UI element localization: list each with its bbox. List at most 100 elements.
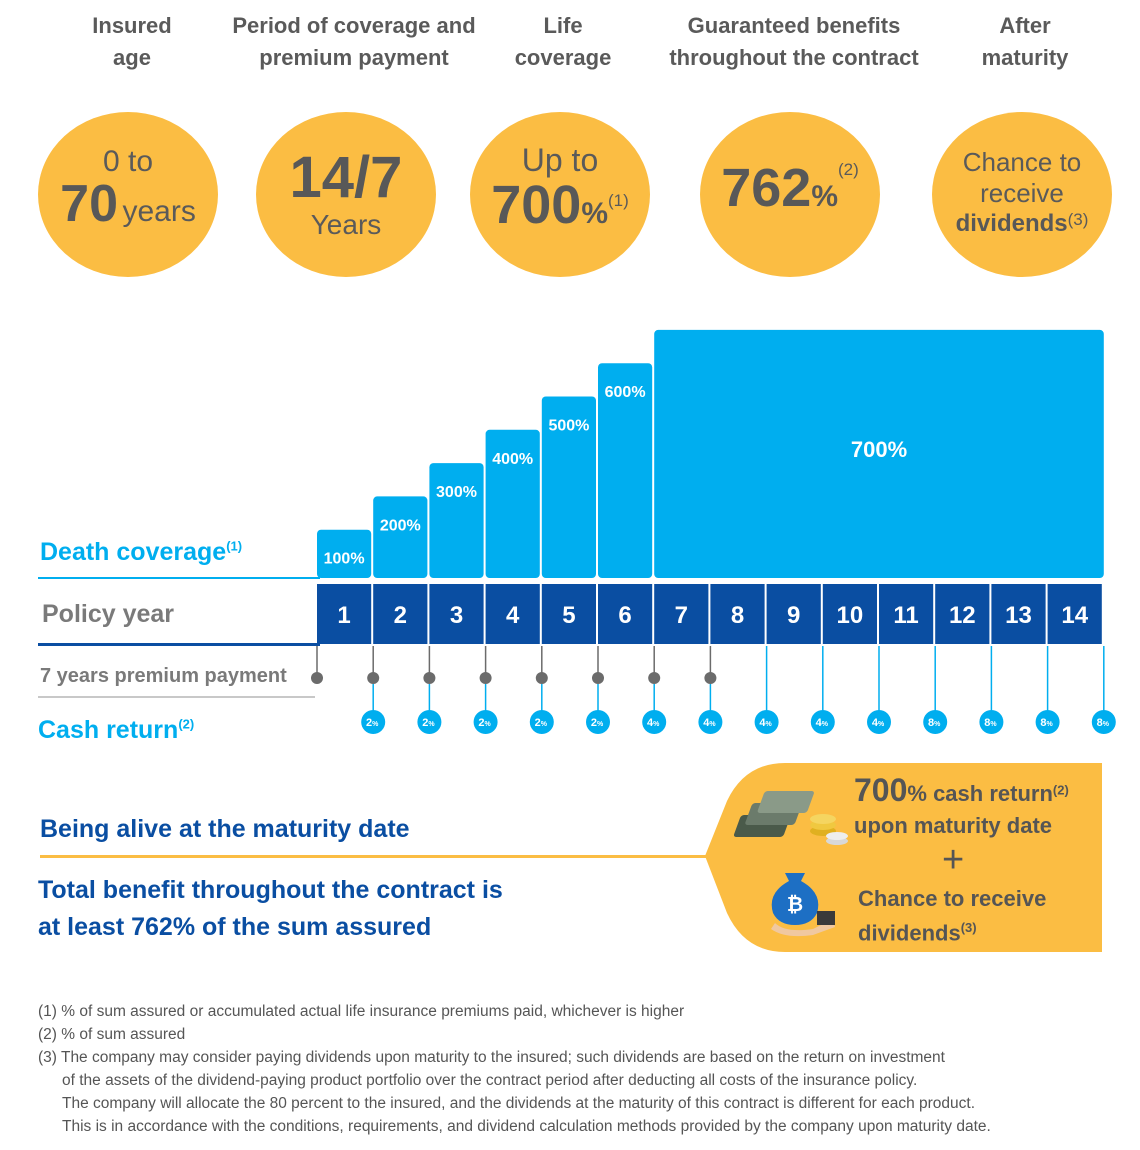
cash-return-dot <box>1091 710 1116 734</box>
circle-insured-age: 0 to 70 years <box>38 112 218 277</box>
policy-year-number: 6 <box>618 602 631 629</box>
header-guaranteed: Guaranteed benefits throughout the contra… <box>669 13 919 70</box>
death-coverage-bar <box>541 396 596 578</box>
footnotes: (1) % of sum assured or accumulated actu… <box>38 1000 991 1138</box>
death-coverage-bar-label: 500% <box>548 418 589 435</box>
premium-marker-dot <box>423 672 436 684</box>
footnote-3-cont-2: The company will allocate the 80 percent… <box>62 1095 976 1112</box>
death-coverage-bar-label: 700% <box>851 437 907 462</box>
cash-return-dot <box>923 710 948 734</box>
premium-marker-dot <box>535 672 548 684</box>
maturity-divider <box>40 855 710 858</box>
money-bag-icon: ₿ <box>771 873 835 937</box>
circle-guaranteed: 762%(2) <box>700 112 880 277</box>
header-after-maturity: After maturity <box>981 13 1069 70</box>
premium-marker-dot <box>592 672 604 684</box>
header-life-coverage: Life coverage <box>514 13 612 70</box>
policy-year-cell <box>541 584 596 644</box>
death-coverage-bar <box>598 363 653 578</box>
premium-marker-dot <box>479 672 492 684</box>
header-insured-age: Insured age <box>92 13 172 70</box>
death-coverage-bar <box>654 329 1104 578</box>
premium-payment-underline <box>38 696 315 698</box>
policy-year-cell <box>373 584 428 644</box>
circle-after-maturity: Chance to receive dividends(3) <box>932 112 1112 277</box>
cash-return-dot <box>529 710 554 734</box>
policy-year-number: 9 <box>787 602 800 629</box>
death-coverage-bar <box>317 529 372 578</box>
box-upon-maturity: upon maturity date <box>854 813 1053 838</box>
policy-year-cell <box>879 584 934 644</box>
death-coverage-bar-label: 600% <box>605 384 646 401</box>
policy-year-cell <box>654 584 709 644</box>
footnote-2: (2) % of sum assured <box>38 1026 186 1043</box>
policy-year-label: Policy year <box>42 600 175 628</box>
death-coverage-bar <box>373 496 428 578</box>
premium-marker-dot <box>704 672 717 684</box>
cash-return-dot <box>361 710 386 734</box>
cash-return-dot <box>867 710 891 734</box>
death-coverage-bar-label: 100% <box>324 551 365 568</box>
policy-year-number: 7 <box>675 602 688 629</box>
circle-life-coverage: Up to 700%(1) <box>470 112 650 277</box>
cash-return-dot <box>642 710 667 734</box>
footnote-1: (1) % of sum assured or accumulated actu… <box>38 1003 685 1020</box>
cash-return-dot <box>754 710 779 734</box>
cash-return-dot <box>810 710 835 734</box>
death-coverage-bar-label: 300% <box>436 484 477 501</box>
policy-year-number: 4 <box>506 602 520 629</box>
policy-year-cell <box>935 584 990 644</box>
policy-year-cell <box>822 584 877 644</box>
death-coverage-bar <box>429 463 484 578</box>
cash-return-dot <box>979 710 1004 734</box>
header-period: Period of coverage and premium payment <box>232 13 476 70</box>
policy-year-number: 13 <box>1005 602 1032 629</box>
death-coverage-bar-label: 200% <box>380 517 421 534</box>
death-coverage-bars: 100% 200% 300% 400% 500% 600% 700% <box>317 329 1104 578</box>
premium-marker-dot <box>367 672 380 684</box>
policy-year-number: 11 <box>893 602 918 629</box>
policy-year-number: 1 <box>337 602 350 629</box>
box-cash-return: 700% cash return(2) <box>854 772 1069 808</box>
coverage-chart: 100%200%300%400%500%600%700% 1 2 3 4 5 6 7 8 9 10… <box>311 329 1116 734</box>
policy-year-underline <box>38 643 320 646</box>
cash-return-dot <box>417 710 442 734</box>
policy-year-number: 12 <box>949 602 976 629</box>
money-stack-icon <box>733 791 848 845</box>
policy-year-cell <box>766 584 821 644</box>
policy-year-cell <box>429 584 484 644</box>
cash-return-dot <box>586 710 610 734</box>
cash-return-dot <box>473 710 498 734</box>
maturity-box: ₿ <box>705 763 1102 952</box>
policy-year-number: 14 <box>1061 602 1088 629</box>
svg-text:₿: ₿ <box>787 892 803 916</box>
cash-return-dot <box>698 710 723 734</box>
cash-return-row: 2% 2% 2% 2% 2% 4% 4% 4% 4% 4% 8% 8% 8% 8% <box>311 646 1116 734</box>
policy-year-cell <box>598 584 653 644</box>
box-dividends: dividends(3) <box>858 920 977 946</box>
policy-year-number: 5 <box>562 602 575 629</box>
circle-period: 14/7 Years <box>256 112 436 277</box>
policy-year-cell <box>485 584 540 644</box>
policy-year-cell <box>1047 584 1102 644</box>
total-benefit: Total benefit throughout the contract is… <box>38 876 503 941</box>
footnote-3: (3) The company may consider paying divi… <box>38 1049 945 1066</box>
footnote-3-cont-1: of the assets of the dividend-paying pro… <box>62 1072 918 1089</box>
premium-payment-label: 7 years premium payment <box>40 665 287 687</box>
death-coverage-bar-label: 400% <box>492 451 533 468</box>
death-coverage-underline <box>38 577 320 579</box>
cash-return-dot <box>1035 710 1060 734</box>
premium-marker-dot <box>648 672 661 684</box>
premium-marker-dot <box>311 672 323 684</box>
alive-at-maturity: Being alive at the maturity date <box>40 815 410 843</box>
policy-year-number: 2 <box>394 602 407 629</box>
cash-return-label: Cash return(2) <box>38 716 195 744</box>
policy-year-number: 10 <box>837 602 864 629</box>
policy-year-cell <box>991 584 1046 644</box>
death-coverage-bar <box>485 429 540 578</box>
policy-year-cell <box>317 584 372 644</box>
plus-icon: + <box>942 839 965 881</box>
policy-year-row: 1 2 3 4 5 6 7 8 9 10 11 12 13 14 <box>317 584 1102 644</box>
policy-year-cell <box>710 584 765 644</box>
footnote-3-cont-3: This is in accordance with the condition… <box>62 1118 991 1135</box>
